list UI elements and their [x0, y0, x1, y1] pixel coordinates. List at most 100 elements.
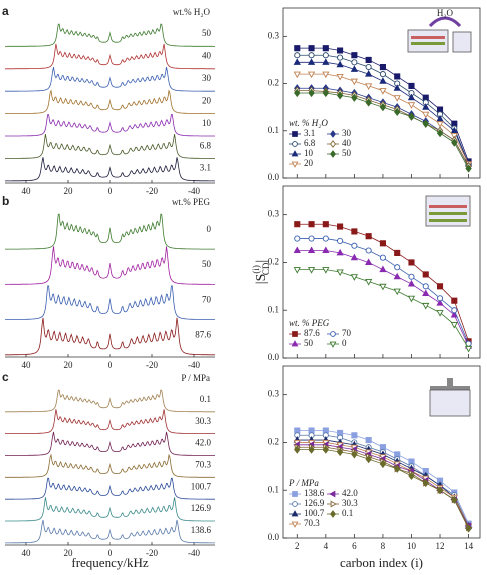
marker: [394, 73, 401, 80]
marker: [422, 302, 430, 310]
marker: [436, 486, 444, 495]
x-tick-label: -20: [146, 548, 158, 558]
plot-frame: [282, 365, 481, 539]
inset-layer: [411, 42, 445, 45]
marker: [322, 445, 329, 454]
inset-c: [429, 378, 471, 417]
marker: [350, 78, 358, 86]
spectrum-trace: [5, 431, 215, 456]
spectrum-trace: [5, 285, 215, 320]
trace-label: 70.3: [195, 459, 211, 469]
legend-title: wt.% H₂O: [173, 7, 211, 17]
marker: [422, 119, 429, 128]
y-tick-label: 0.2: [268, 78, 279, 88]
inset-layer: [429, 205, 467, 208]
marker: [365, 83, 373, 90]
y-axis-label-part: (i): [251, 265, 261, 274]
marker: [394, 249, 401, 256]
inset-layer: [429, 219, 467, 222]
marker: [394, 80, 401, 87]
x-tick-label: 10: [407, 541, 417, 551]
y-tick-label: 0.2: [268, 257, 279, 267]
marker: [422, 111, 430, 119]
marker: [322, 221, 329, 228]
x-tick-label: 2: [295, 541, 300, 551]
inset-layer: [411, 36, 445, 39]
legend-label: 50: [304, 338, 314, 348]
marker: [351, 228, 358, 235]
marker: [322, 246, 330, 254]
legend-label: 30: [342, 128, 352, 138]
marker: [350, 274, 358, 281]
marker: [336, 447, 344, 457]
marker: [379, 63, 386, 71]
marker: [365, 279, 373, 286]
x-tick-label: 40: [22, 360, 32, 370]
spectrum-trace: [5, 453, 215, 478]
legend-label: 100.7: [304, 508, 325, 518]
marker: [322, 432, 329, 439]
y-axis-label: |S(i)CD|: [251, 260, 271, 284]
marker: [322, 267, 330, 274]
legend-marker: [292, 491, 298, 497]
y-tick-label: 0.2: [268, 437, 279, 447]
legend-label: 20: [304, 158, 314, 168]
marker: [464, 345, 473, 353]
trace-label: 0.1: [200, 394, 211, 404]
trace-label: 20: [202, 95, 212, 105]
inset-box: [429, 389, 471, 417]
x-tick-label: -40: [188, 186, 200, 196]
legend-label: 138.6: [304, 488, 325, 498]
marker: [408, 112, 415, 121]
marker: [450, 132, 458, 140]
y-tick-label: 0.0: [268, 352, 280, 362]
marker: [307, 58, 316, 65]
inset-a: H₂O: [407, 8, 472, 53]
marker: [322, 71, 330, 79]
marker: [451, 297, 458, 304]
inset-arrow: [428, 16, 462, 28]
spectrum-trace: [5, 157, 215, 182]
legend-marker: [329, 490, 336, 498]
marker: [408, 471, 415, 481]
marker: [351, 450, 358, 459]
marker: [451, 120, 458, 127]
marker: [465, 524, 472, 533]
marker: [379, 283, 387, 291]
marker: [407, 93, 416, 101]
marker: [379, 77, 387, 84]
x-tick-label: 4: [324, 541, 329, 551]
marker: [294, 52, 301, 59]
legend-label: 10: [304, 148, 314, 158]
marker: [379, 459, 387, 469]
marker: [308, 88, 315, 98]
marker: [451, 307, 458, 314]
marker: [322, 52, 329, 59]
y-tick-label: 0.3: [268, 30, 280, 40]
marker: [365, 247, 372, 254]
marker: [450, 322, 458, 329]
trace-label: 50: [202, 28, 212, 38]
marker: [465, 164, 472, 173]
marker: [379, 254, 386, 261]
y-axis-label-part: |S: [254, 274, 269, 285]
legend-marker: [291, 521, 299, 528]
marker: [393, 272, 401, 280]
trace-label: 0: [207, 224, 212, 234]
marker: [351, 242, 358, 249]
trace-label: 42.0: [195, 438, 211, 448]
x-tick-label: 20: [64, 360, 74, 370]
panel-letter: a: [2, 4, 9, 18]
legend-label: 40: [342, 138, 352, 148]
legend-label: 0.1: [342, 508, 353, 518]
marker: [365, 64, 372, 71]
x-tick-label: -20: [146, 360, 158, 370]
marker: [336, 91, 344, 100]
marker: [307, 246, 316, 254]
marker: [351, 59, 358, 66]
spectrum-trace: [5, 23, 215, 47]
legend-marker: [329, 341, 337, 348]
marker: [436, 283, 444, 290]
marker: [294, 88, 301, 98]
